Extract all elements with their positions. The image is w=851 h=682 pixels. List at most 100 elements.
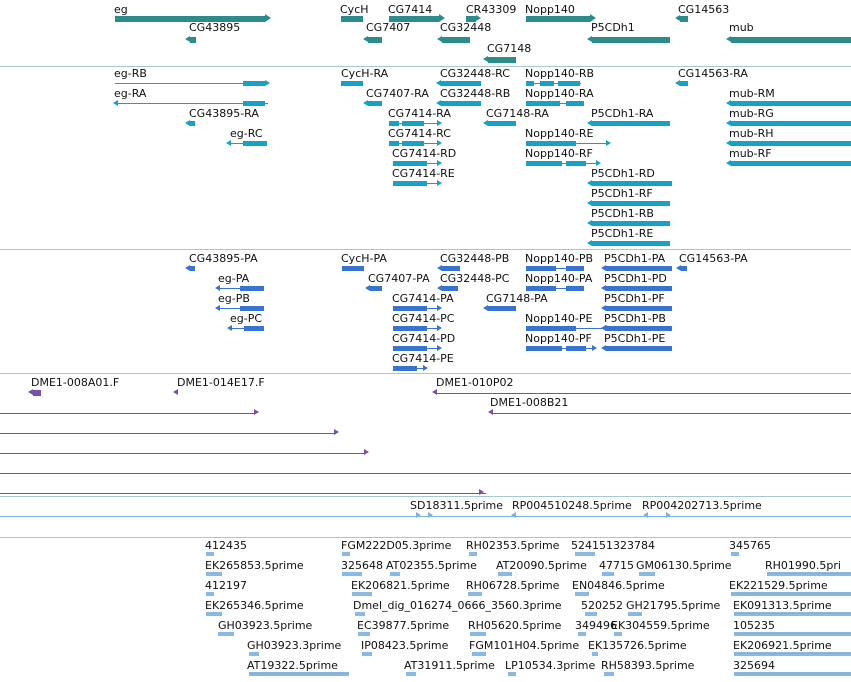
est-glyph[interactable]	[767, 572, 851, 576]
exon-block[interactable]	[341, 81, 363, 86]
feature-intron-line[interactable]	[0, 516, 851, 517]
exon-block[interactable]	[606, 306, 672, 311]
est-glyph[interactable]	[731, 592, 851, 596]
exon-block[interactable]	[731, 101, 851, 106]
exon-block[interactable]	[389, 121, 399, 126]
est-glyph[interactable]	[508, 672, 516, 676]
feature-glyph[interactable]	[442, 37, 470, 43]
est-glyph[interactable]	[342, 572, 362, 576]
exon-block[interactable]	[606, 266, 672, 271]
feature-intron-line[interactable]	[0, 433, 336, 434]
exon-block[interactable]	[526, 346, 562, 351]
feature-intron-line[interactable]	[0, 453, 366, 454]
exon-block[interactable]	[393, 306, 427, 311]
exon-block[interactable]	[243, 81, 265, 86]
feature-intron-line[interactable]	[249, 673, 349, 674]
est-glyph[interactable]	[206, 592, 214, 596]
est-glyph[interactable]	[734, 672, 851, 676]
exon-block[interactable]	[389, 141, 399, 146]
est-glyph[interactable]	[352, 592, 372, 596]
feature-glyph[interactable]	[466, 16, 476, 22]
feature-glyph[interactable]	[680, 16, 688, 22]
est-glyph[interactable]	[469, 552, 477, 556]
est-glyph[interactable]	[585, 612, 597, 616]
feature-intron-line[interactable]	[0, 493, 486, 494]
est-glyph[interactable]	[602, 572, 614, 576]
est-glyph[interactable]	[639, 572, 655, 576]
exon-block[interactable]	[240, 306, 264, 311]
est-glyph[interactable]	[731, 552, 739, 556]
exon-block[interactable]	[526, 266, 556, 271]
est-glyph[interactable]	[249, 652, 259, 656]
exon-block[interactable]	[592, 181, 672, 186]
feature-intron-line[interactable]	[734, 653, 851, 654]
est-glyph[interactable]	[734, 652, 851, 656]
feature-glyph[interactable]	[33, 390, 41, 396]
exon-block[interactable]	[393, 181, 427, 186]
exon-block[interactable]	[592, 221, 670, 226]
exon-block[interactable]	[680, 81, 688, 86]
est-glyph[interactable]	[628, 612, 642, 616]
exon-block[interactable]	[731, 141, 851, 146]
est-glyph[interactable]	[362, 652, 372, 656]
exon-block[interactable]	[190, 121, 195, 126]
exon-block[interactable]	[540, 81, 554, 86]
exon-block[interactable]	[681, 266, 687, 271]
exon-block[interactable]	[558, 81, 580, 86]
est-glyph[interactable]	[342, 552, 350, 556]
est-glyph[interactable]	[358, 632, 370, 636]
est-glyph[interactable]	[468, 592, 482, 596]
feature-intron-line[interactable]	[734, 613, 851, 614]
feature-intron-line[interactable]	[118, 103, 268, 104]
feature-glyph[interactable]	[190, 37, 196, 43]
exon-block[interactable]	[342, 266, 364, 271]
exon-block[interactable]	[244, 326, 264, 331]
exon-block[interactable]	[393, 326, 427, 331]
feature-intron-line[interactable]	[493, 413, 851, 414]
exon-block[interactable]	[526, 326, 576, 331]
est-glyph[interactable]	[498, 572, 512, 576]
est-glyph[interactable]	[472, 652, 486, 656]
exon-block[interactable]	[370, 286, 382, 291]
feature-intron-line[interactable]	[731, 593, 851, 594]
exon-block[interactable]	[442, 266, 460, 271]
feature-glyph[interactable]	[115, 16, 265, 22]
est-glyph[interactable]	[406, 672, 416, 676]
exon-block[interactable]	[393, 366, 417, 371]
feature-glyph[interactable]	[731, 37, 851, 43]
est-glyph[interactable]	[206, 572, 222, 576]
est-glyph[interactable]	[355, 612, 365, 616]
feature-glyph[interactable]	[592, 37, 670, 43]
feature-intron-line[interactable]	[115, 83, 265, 84]
exon-block[interactable]	[243, 101, 265, 106]
est-glyph[interactable]	[592, 652, 598, 656]
exon-block[interactable]	[606, 346, 672, 351]
exon-block[interactable]	[393, 346, 427, 351]
feature-intron-line[interactable]	[0, 413, 256, 414]
exon-block[interactable]	[442, 286, 458, 291]
exon-block[interactable]	[731, 121, 851, 126]
exon-block[interactable]	[393, 161, 427, 166]
exon-block[interactable]	[368, 101, 382, 106]
exon-block[interactable]	[441, 81, 481, 86]
exon-block[interactable]	[526, 141, 576, 146]
exon-block[interactable]	[526, 81, 534, 86]
exon-block[interactable]	[606, 286, 672, 291]
feature-intron-line[interactable]	[767, 573, 851, 574]
exon-block[interactable]	[566, 101, 584, 106]
est-glyph[interactable]	[578, 632, 586, 636]
exon-block[interactable]	[526, 101, 560, 106]
exon-block[interactable]	[606, 326, 672, 331]
exon-block[interactable]	[488, 121, 516, 126]
exon-block[interactable]	[566, 286, 584, 291]
est-glyph[interactable]	[614, 632, 622, 636]
est-glyph[interactable]	[218, 632, 234, 636]
exon-block[interactable]	[240, 286, 264, 291]
exon-block[interactable]	[566, 161, 586, 166]
feature-glyph[interactable]	[488, 57, 516, 63]
est-glyph[interactable]	[390, 572, 400, 576]
est-glyph[interactable]	[470, 632, 486, 636]
exon-block[interactable]	[526, 286, 556, 291]
est-glyph[interactable]	[206, 552, 214, 556]
exon-block[interactable]	[190, 266, 195, 271]
